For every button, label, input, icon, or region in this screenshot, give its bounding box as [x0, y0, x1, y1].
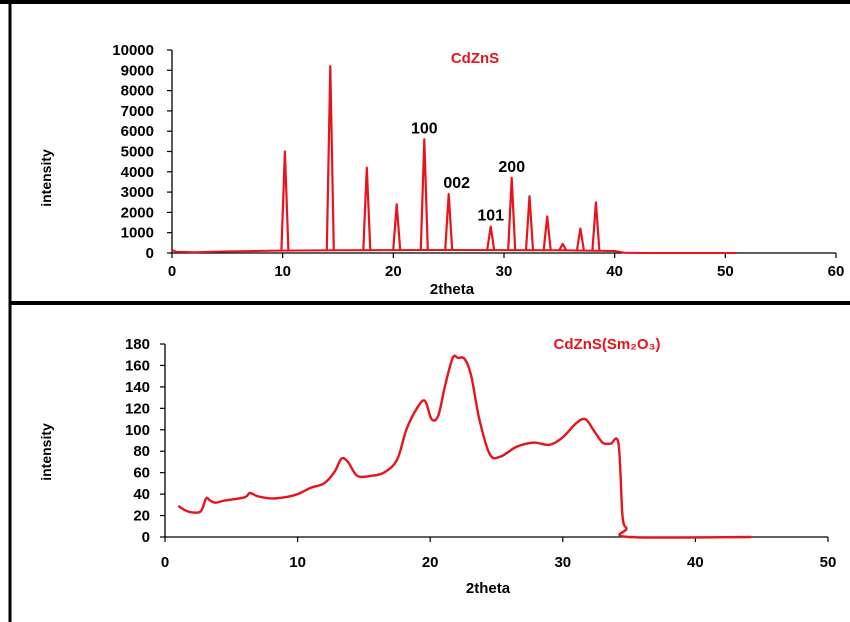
peak-annotation: 200 [498, 159, 525, 176]
diffraction-peak [558, 242, 568, 251]
chart-top-yticks: 0 1000 2000 3000 4000 5000 6000 7000 800… [112, 42, 154, 262]
diffraction-peak [419, 138, 429, 251]
diffraction-peak [542, 215, 552, 251]
chart-top-ytick: 0 [146, 245, 154, 262]
diffraction-peak [280, 150, 290, 251]
chart-bottom-xtick: 10 [289, 554, 306, 571]
chart-top-ytick: 5000 [121, 144, 154, 161]
chart-top-xtick: 40 [606, 263, 623, 280]
chart-bottom-ytick: 100 [125, 422, 150, 439]
chart-top-xlabel: 2theta [430, 281, 475, 298]
chart-bottom-ylabel: intensity [38, 423, 54, 481]
diffraction-peak [362, 166, 372, 251]
chart-bottom-ytick: 0 [142, 529, 150, 546]
chart-bottom-xtick: 40 [687, 554, 704, 571]
chart-bottom: CdZnS(Sm₂O₃) intensity 2theta 0 20 40 60… [38, 336, 836, 597]
chart-top: CdZnS intensity 2theta 0 1000 2000 3000 … [38, 42, 844, 298]
chart-top-annotations: 100 002 101 200 [411, 120, 525, 224]
chart-top-xtick: 10 [274, 263, 291, 280]
chart-top-ytick: 9000 [121, 62, 154, 79]
diffraction-peak [575, 227, 585, 251]
diffraction-peak [524, 195, 535, 251]
diffraction-peak [507, 176, 517, 251]
chart-top-xtick: 0 [168, 263, 176, 280]
chart-top-plot-area [167, 49, 837, 258]
diffraction-peak [486, 225, 496, 251]
chart-top-ytick: 3000 [121, 184, 154, 201]
chart-bottom-xtick: 50 [820, 554, 837, 571]
chart-bottom-series-line [177, 354, 752, 539]
chart-top-xticks: 0 10 20 30 40 50 60 [168, 263, 845, 280]
chart-top-ytick: 4000 [121, 164, 154, 181]
chart-bottom-ytick: 20 [133, 508, 150, 525]
chart-bottom-plot-area [160, 343, 829, 542]
chart-bottom-ytick: 180 [125, 336, 150, 353]
chart-bottom-ytick: 140 [125, 379, 150, 396]
chart-bottom-xtick: 0 [161, 554, 169, 571]
chart-bottom-xlabel: 2theta [466, 580, 511, 597]
chart-top-xtick: 30 [496, 263, 513, 280]
chart-top-ytick: 10000 [112, 42, 154, 59]
chart-bottom-ytick: 120 [125, 400, 150, 417]
chart-bottom-ytick: 40 [133, 486, 150, 503]
peak-annotation: 101 [477, 208, 504, 225]
chart-top-xtick: 60 [828, 263, 845, 280]
chart-bottom-title: CdZnS(Sm₂O₃) [554, 336, 661, 353]
chart-top-title: CdZnS [451, 50, 499, 67]
chart-bottom-xtick: 20 [422, 554, 439, 571]
diffraction-peak [591, 201, 601, 251]
peak-annotation: 100 [411, 120, 438, 137]
diffraction-peak [444, 193, 454, 251]
diffraction-peak [392, 203, 402, 251]
chart-top-ytick: 6000 [121, 123, 154, 140]
chart-top-xtick: 20 [385, 263, 402, 280]
chart-bottom-ytick: 80 [133, 443, 150, 460]
chart-bottom-ytick: 60 [133, 465, 150, 482]
chart-top-xtick: 50 [717, 263, 734, 280]
chart-top-ytick: 1000 [121, 225, 154, 242]
peak-annotation: 002 [443, 175, 470, 192]
chart-top-ytick: 7000 [121, 103, 154, 120]
chart-bottom-yticks: 0 20 40 60 80 100 120 140 160 180 [125, 336, 150, 546]
chart-bottom-ytick: 160 [125, 357, 150, 374]
chart-top-ylabel: intensity [38, 149, 54, 207]
chart-bottom-xtick: 30 [554, 554, 571, 571]
chart-bottom-xticks: 0 10 20 30 40 50 [161, 554, 837, 571]
diffraction-peak [325, 65, 335, 251]
chart-top-ytick: 8000 [121, 83, 154, 100]
chart-top-ytick: 2000 [121, 204, 154, 221]
